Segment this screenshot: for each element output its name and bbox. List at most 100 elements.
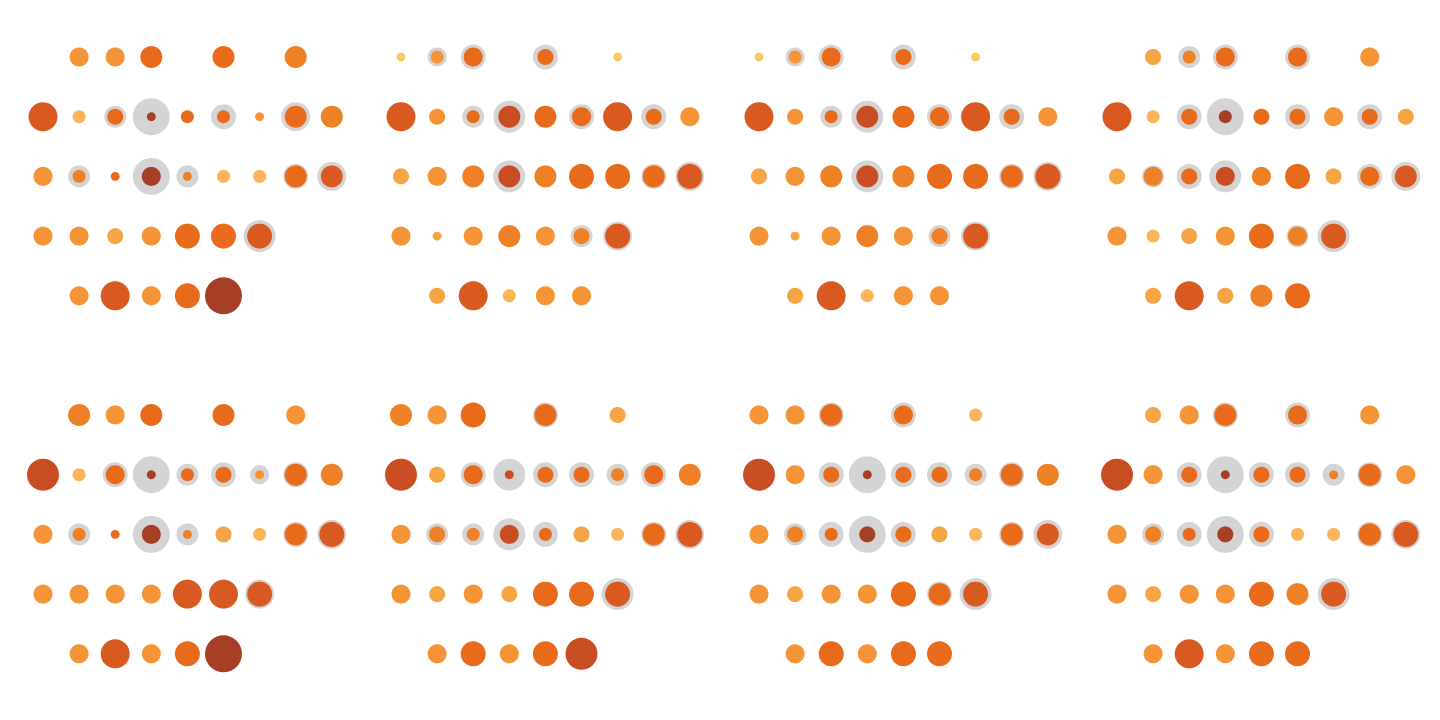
data-bubble: [749, 524, 769, 544]
data-bubble: [501, 586, 518, 603]
data-bubble: [785, 644, 805, 664]
data-bubble: [754, 52, 764, 62]
data-bubble: [821, 226, 841, 246]
data-bubble: [212, 46, 235, 68]
data-bubble: [68, 404, 91, 426]
data-bubble: [1215, 226, 1235, 246]
data-bubble: [927, 163, 952, 189]
data-bubble: [963, 223, 989, 249]
data-bubble: [209, 579, 238, 609]
data-bubble: [678, 463, 701, 486]
panel-8: [1101, 402, 1421, 669]
data-bubble: [1174, 639, 1204, 669]
panel-1: [28, 46, 347, 315]
data-bubble: [569, 163, 594, 189]
data-bubble: [1214, 404, 1237, 426]
data-bubble: [573, 228, 590, 245]
data-bubble: [856, 165, 879, 188]
data-bubble: [141, 524, 161, 544]
data-bubble: [642, 523, 665, 546]
data-bubble: [538, 527, 552, 541]
data-bubble: [859, 526, 876, 543]
data-bubble: [462, 165, 485, 188]
data-bubble: [140, 404, 163, 426]
data-bubble: [611, 527, 625, 541]
data-bubble: [1143, 465, 1163, 485]
data-bubble: [1143, 644, 1163, 664]
data-bubble: [862, 470, 872, 480]
data-bubble: [1288, 405, 1307, 425]
data-bubble: [1289, 466, 1306, 483]
data-bubble: [895, 49, 912, 65]
data-bubble: [787, 586, 804, 603]
data-bubble: [215, 466, 232, 483]
data-bubble: [787, 108, 804, 125]
data-bubble: [1143, 166, 1163, 186]
data-bubble: [1179, 584, 1199, 604]
data-bubble: [320, 165, 343, 188]
data-bubble: [1182, 527, 1196, 541]
data-bubble: [174, 223, 200, 249]
data-bubble: [466, 527, 480, 541]
data-bubble: [463, 47, 483, 67]
data-bubble: [72, 110, 86, 124]
data-bubble: [182, 171, 192, 181]
data-bubble: [537, 466, 554, 483]
data-bubble: [1145, 586, 1162, 603]
data-bubble: [1324, 107, 1344, 127]
data-bubble: [205, 635, 242, 673]
data-bubble: [212, 404, 235, 426]
data-bubble: [430, 50, 444, 64]
data-bubble: [961, 102, 991, 132]
data-bubble: [427, 644, 447, 664]
data-bubble: [1181, 466, 1198, 483]
data-bubble: [320, 463, 343, 486]
data-bubble: [1285, 163, 1310, 189]
data-bubble: [743, 458, 775, 491]
data-bubble: [174, 641, 200, 667]
data-bubble: [211, 223, 236, 249]
data-bubble: [463, 226, 483, 246]
data-bubble: [253, 169, 267, 183]
data-bubble: [1109, 168, 1125, 185]
data-bubble: [1250, 284, 1273, 307]
panel-4: [1102, 44, 1421, 311]
data-bubble: [1358, 523, 1381, 546]
data-bubble: [1217, 287, 1234, 304]
data-bubble: [141, 166, 161, 186]
data-bubble: [1253, 466, 1270, 483]
panel-7: [743, 402, 1063, 667]
data-bubble: [1146, 110, 1160, 124]
data-bubble: [1145, 407, 1162, 423]
data-bubble: [105, 47, 125, 67]
data-bubble: [107, 108, 124, 125]
data-bubble: [393, 168, 409, 185]
data-bubble: [785, 465, 805, 485]
data-bubble: [1394, 165, 1417, 188]
data-bubble: [33, 226, 53, 246]
data-bubble: [1101, 458, 1133, 491]
data-bubble: [821, 584, 841, 604]
data-bubble: [1217, 526, 1234, 543]
data-bubble: [69, 286, 89, 306]
data-bubble: [205, 277, 242, 315]
data-bubble: [460, 641, 486, 667]
data-bubble: [963, 581, 989, 607]
data-bubble: [255, 112, 265, 122]
data-bubble: [1215, 47, 1235, 67]
data-bubble: [141, 226, 161, 246]
data-bubble: [427, 166, 447, 186]
data-bubble: [284, 105, 307, 128]
data-bubble: [141, 584, 161, 604]
data-bubble: [429, 586, 446, 603]
data-bubble: [1285, 283, 1310, 309]
data-bubble: [930, 286, 949, 306]
data-bubble: [535, 226, 555, 246]
data-bubble: [1288, 47, 1307, 67]
data-bubble: [860, 289, 874, 303]
data-bubble: [572, 107, 591, 127]
data-bubble: [534, 105, 557, 128]
panel-2: [386, 44, 705, 311]
data-bubble: [816, 281, 846, 311]
data-bubble: [146, 112, 156, 122]
